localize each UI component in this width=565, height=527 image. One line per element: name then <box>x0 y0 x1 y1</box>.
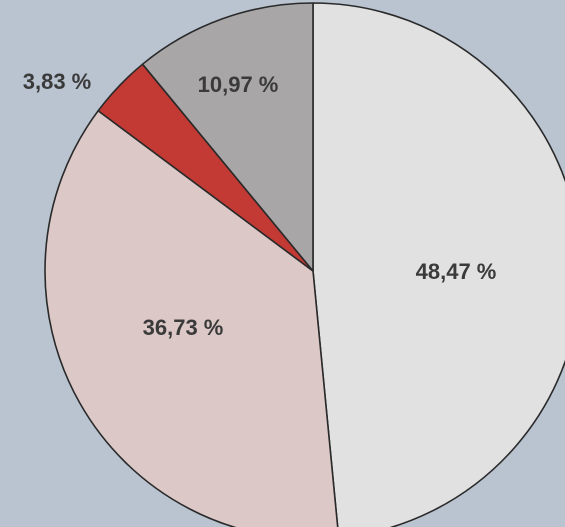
pie-labels: 48,47 % 36,73 % 3,83 % 10,97 % <box>23 69 497 340</box>
pie-slice-label-2: 36,73 % <box>143 315 224 340</box>
pie-slice-label-4: 10,97 % <box>198 72 279 97</box>
pie-slice-2 <box>44 109 339 527</box>
pie-slices <box>44 2 565 527</box>
pie-slice-4 <box>141 2 314 272</box>
pie-slice-label-1: 48,47 % <box>416 259 497 284</box>
pie-slice-1 <box>312 2 565 527</box>
pie-slice-label-3: 3,83 % <box>23 69 92 94</box>
